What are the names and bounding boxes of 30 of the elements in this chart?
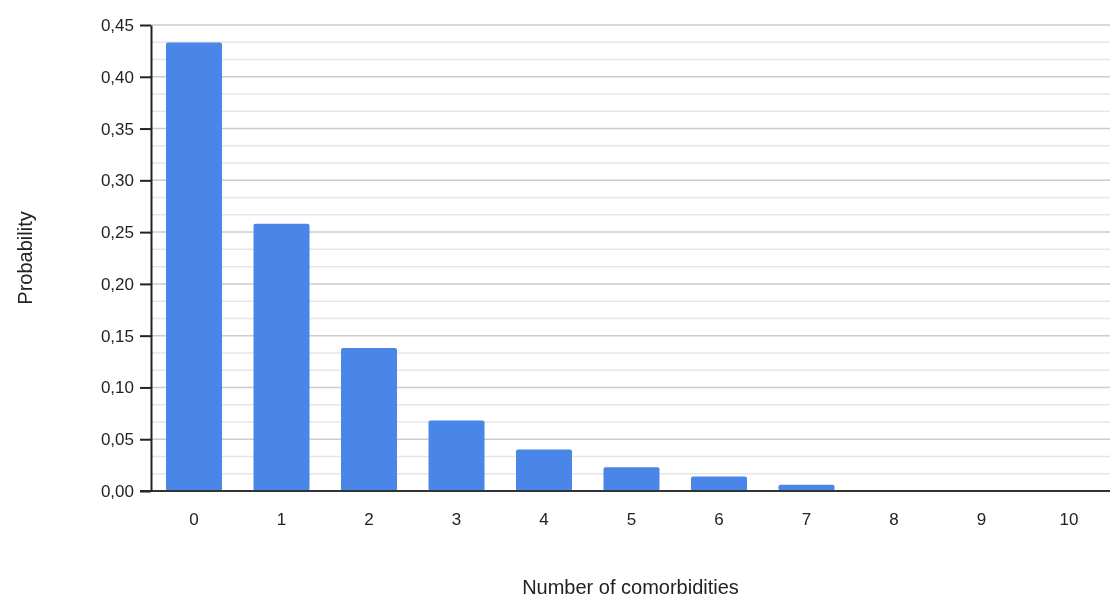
bar — [516, 449, 572, 491]
y-tick-label: 0,35 — [100, 119, 134, 139]
y-tick-label: 0,45 — [100, 15, 134, 35]
bar — [166, 42, 222, 491]
y-tick-label: 0,40 — [100, 67, 134, 87]
x-tick-label: 8 — [889, 510, 899, 529]
x-tick-label: 9 — [976, 510, 987, 529]
bar — [253, 223, 310, 491]
x-axis-title: Number of comorbidities — [522, 576, 739, 598]
bar — [341, 348, 397, 491]
y-tick-label: 0,00 — [100, 481, 134, 501]
x-tick-label: 4 — [539, 510, 549, 529]
x-tick-label: 7 — [801, 510, 812, 529]
bar — [691, 476, 747, 491]
y-tick-label: 0,10 — [100, 378, 134, 398]
x-tick-label: 1 — [276, 510, 287, 529]
x-tick-label: 0 — [189, 510, 199, 529]
y-axis-title: Probability — [14, 211, 36, 305]
x-tick-label: 3 — [451, 510, 462, 529]
y-tick-label: 0,15 — [100, 326, 134, 346]
bar — [603, 467, 660, 491]
y-tick-label: 0,05 — [100, 430, 134, 450]
y-tick-label: 0,25 — [100, 223, 134, 243]
x-tick-label: 2 — [364, 510, 374, 529]
x-tick-label: 6 — [714, 510, 724, 529]
x-tick-label: 5 — [626, 510, 637, 529]
y-tick-label: 0,30 — [100, 171, 134, 191]
bar — [428, 420, 485, 491]
y-tick-label: 0,20 — [100, 274, 134, 294]
x-tick-label: 10 — [1059, 510, 1079, 529]
